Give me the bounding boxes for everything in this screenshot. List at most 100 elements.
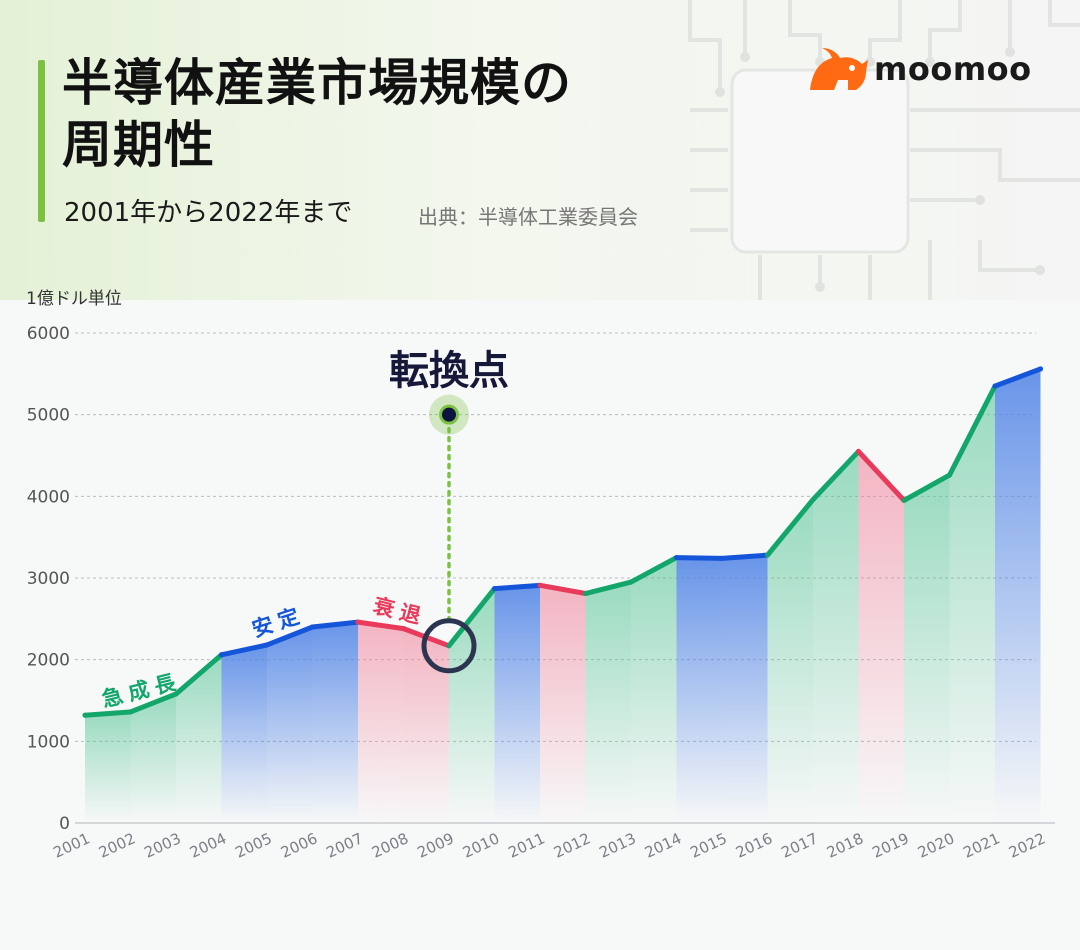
data-point-2021 [992,383,998,389]
area-segment-2011-2012 [540,585,586,823]
area-segment-2008-2009 [403,628,449,823]
area-segment-2017-2018 [813,451,859,823]
data-point-2020 [947,472,952,478]
x-tick-label: 2014 [642,829,684,861]
line-segment-2009-2010 [446,586,497,649]
data-point-2019 [901,497,907,503]
line-segment-2002-2003 [128,691,179,715]
data-point-2015 [719,555,725,561]
line-segment-2010-2011 [492,582,543,592]
data-point-2002 [128,709,133,715]
x-tick-label: 2013 [596,829,638,861]
x-tick-label: 2016 [733,829,775,861]
x-tick-label: 2007 [323,829,365,861]
annotation-turning-point: 転換点 [389,348,509,394]
line-segment-2021-2022 [992,366,1043,389]
area-segment-2005-2006 [267,627,313,823]
y-tick-label: 4000 [27,487,70,507]
area-segment-2014-2015 [676,557,722,823]
x-tick-label: 2002 [96,829,138,861]
area-segment-2003-2004 [176,654,222,823]
line-segment-2016-2017 [765,497,816,558]
line-segment-2003-2004 [173,652,224,697]
page-title: 半導体産業市場規模の 周期性 [62,52,572,176]
line-segment-2012-2013 [583,579,634,597]
x-tick-label: 2020 [915,829,957,861]
line-segment-2013-2014 [628,555,679,585]
y-tick-label: 3000 [27,569,70,589]
data-point-2004 [219,652,224,658]
data-point-2008 [401,626,406,632]
x-tick-label: 2009 [414,829,456,861]
data-point-2003 [173,691,179,697]
data-point-2010 [492,586,497,592]
area-segment-2006-2007 [312,622,358,823]
line-segment-2018-2019 [856,448,907,503]
line-segment-2019-2020 [901,472,952,503]
line-segment-2004-2005 [219,642,270,658]
x-tick-label: 2017 [778,829,820,861]
x-tick-label: 2011 [505,829,547,861]
area-segment-2001-2002 [85,711,131,823]
data-point-2018 [856,448,861,454]
source-note: 出典：半導体工業委員会 [418,205,638,229]
x-tick-label: 2003 [141,829,183,861]
line-segment-2020-2021 [947,383,998,478]
brand-name: moomoo [874,50,1032,88]
data-point-2016 [765,552,770,558]
turning-point-marker [439,404,459,425]
area-segment-2019-2020 [904,475,950,823]
x-tick-label: 2015 [687,829,729,861]
area-segment-2004-2005 [221,644,267,823]
y-tick-label: 6000 [27,324,70,344]
area-segment-2021-2022 [995,368,1041,823]
line-segment-2007-2008 [355,619,406,632]
data-point-2017 [810,497,816,503]
area-segment-2016-2017 [767,499,813,823]
x-tick-label: 2005 [232,829,274,861]
line-segment-2015-2016 [719,552,770,561]
data-point-2012 [583,591,588,597]
data-point-2009 [446,643,452,649]
data-point-2006 [310,624,315,630]
y-tick-label: 2000 [27,651,70,671]
x-tick-label: 2019 [869,829,911,861]
x-tick-label: 2008 [369,829,411,861]
data-point-2011 [537,582,543,588]
y-tick-label: 0 [59,814,70,834]
title-line-2: 周期性 [62,116,215,174]
brand-logo: moomoo [806,44,1032,94]
data-point-2022 [1038,366,1043,372]
y-tick-label: 5000 [27,406,70,426]
line-segment-2006-2007 [310,619,361,630]
line-segment-2014-2015 [674,555,725,561]
bull-icon [810,48,868,90]
data-point-2014 [674,555,679,561]
subtitle: 2001年から2022年まで [64,198,353,228]
y-axis-unit-label: 1億ドル単位 [26,289,122,309]
title-accent-bar [38,60,45,222]
x-tick-label: 2010 [460,829,502,861]
area-segment-2013-2014 [631,557,677,823]
area-segment-2020-2021 [949,386,995,823]
x-tick-label: 2004 [187,829,229,861]
x-tick-label: 2022 [1006,829,1048,861]
area-segment-2015-2016 [722,555,768,823]
y-tick-label: 1000 [27,732,70,752]
line-segment-2005-2006 [264,624,315,648]
area-segment-2009-2010 [449,588,495,823]
line-segment-2001-2002 [82,709,133,718]
x-tick-label: 2021 [960,829,1002,861]
data-point-2001 [82,712,88,718]
circuit-background [0,0,1080,300]
x-tick-label: 2018 [824,829,866,861]
line-segment-2011-2012 [537,582,588,597]
area-segment-2002-2003 [130,693,176,823]
title-line-1: 半導体産業市場規模の [62,54,572,112]
x-tick-label: 2012 [551,829,593,861]
turning-point-ring [421,618,477,674]
line-segment-2017-2018 [810,448,861,503]
area-segment-2007-2008 [358,622,404,823]
area-segment-2010-2011 [494,585,540,823]
